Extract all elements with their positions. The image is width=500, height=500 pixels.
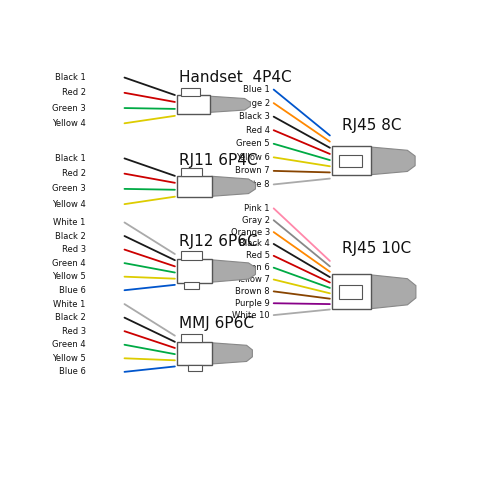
Text: Blue 6: Blue 6 [59,368,86,376]
Text: Black 1: Black 1 [55,154,86,163]
Polygon shape [370,147,415,174]
Text: Black 2: Black 2 [55,232,86,240]
Bar [182,168,202,176]
Text: Blue 6: Blue 6 [59,286,86,294]
Text: Orange 2: Orange 2 [230,98,270,108]
Text: Black 1: Black 1 [55,73,86,82]
Bar [182,334,202,342]
Polygon shape [210,96,250,112]
Bar [188,364,202,370]
Polygon shape [370,275,416,308]
Text: RJ11 6P4C: RJ11 6P4C [179,153,257,168]
Text: Red 4: Red 4 [246,126,270,134]
Bar [177,95,210,114]
Bar [180,88,200,96]
Text: Orange 3: Orange 3 [230,228,270,236]
Text: Yellow 6: Yellow 6 [236,153,270,162]
Bar [339,285,362,298]
Bar [332,274,370,309]
Text: White 8: White 8 [238,180,270,189]
Bar [332,146,370,176]
Text: Yellow 4: Yellow 4 [52,119,86,128]
Text: Handset  4P4C: Handset 4P4C [179,70,292,85]
Text: RJ45 10C: RJ45 10C [342,242,410,256]
Text: Red 2: Red 2 [62,88,86,98]
Text: Yellow 5: Yellow 5 [52,272,86,281]
Polygon shape [212,176,256,197]
Text: Purple 9: Purple 9 [235,298,270,308]
Text: Black 3: Black 3 [239,112,270,121]
Bar [339,155,362,166]
Text: Black 4: Black 4 [239,240,270,248]
Text: Black 2: Black 2 [55,313,86,322]
Text: Pink 1: Pink 1 [244,204,270,213]
Text: Gray 2: Gray 2 [242,216,270,224]
Polygon shape [212,260,256,282]
Text: Blue 1: Blue 1 [243,85,270,94]
Text: Red 2: Red 2 [62,169,86,178]
Text: Yellow 4: Yellow 4 [52,200,86,208]
Text: White 1: White 1 [54,218,86,227]
Text: Brown 8: Brown 8 [235,287,270,296]
Bar [182,252,202,260]
Text: Green 3: Green 3 [52,184,86,194]
Bar [177,260,212,282]
Text: White 10: White 10 [232,310,270,320]
Text: RJ12 6P6C: RJ12 6P6C [179,234,258,248]
Polygon shape [212,343,252,364]
Bar [177,176,212,197]
Text: Brown 7: Brown 7 [235,166,270,175]
Text: RJ45 8C: RJ45 8C [342,118,401,133]
Text: Red 3: Red 3 [62,326,86,336]
Bar [184,282,200,289]
Bar [177,342,212,365]
Text: Green 3: Green 3 [52,104,86,112]
Text: Green 4: Green 4 [52,258,86,268]
Text: Green 5: Green 5 [236,140,270,148]
Text: Red 3: Red 3 [62,245,86,254]
Text: Green 6: Green 6 [236,263,270,272]
Text: Yellow 7: Yellow 7 [236,275,270,284]
Text: MMJ 6P6C: MMJ 6P6C [179,316,254,332]
Text: White 1: White 1 [54,300,86,308]
Text: Red 5: Red 5 [246,252,270,260]
Text: Green 4: Green 4 [52,340,86,349]
Text: Yellow 5: Yellow 5 [52,354,86,363]
